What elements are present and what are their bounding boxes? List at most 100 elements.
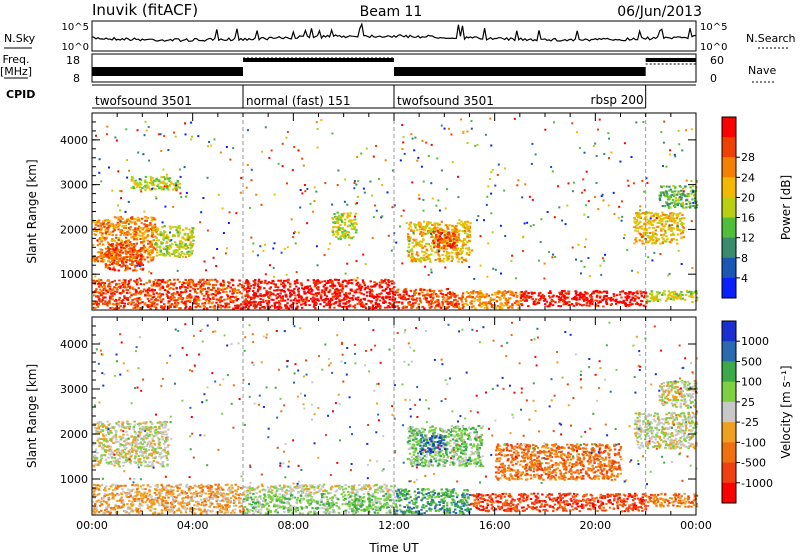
cpid-segments: twofsound 3501 normal (fast) 151 twofsound… bbox=[92, 85, 647, 109]
heat-cell bbox=[134, 491, 137, 494]
heat-cell bbox=[482, 293, 485, 296]
heat-cell bbox=[689, 205, 692, 208]
heat-cell bbox=[405, 306, 408, 308]
heat-cell bbox=[608, 157, 610, 160]
heat-cell bbox=[624, 305, 628, 307]
heat-cell bbox=[400, 214, 403, 217]
heat-cell bbox=[335, 236, 338, 239]
heat-cell bbox=[628, 291, 632, 294]
heat-cell bbox=[344, 218, 347, 221]
heat-cell bbox=[96, 221, 99, 224]
heat-cell bbox=[594, 303, 598, 306]
heat-cell bbox=[99, 251, 102, 254]
heat-cell bbox=[455, 236, 458, 239]
heat-cell bbox=[514, 293, 517, 296]
heat-cell bbox=[108, 219, 111, 222]
heat-cell bbox=[126, 266, 129, 269]
heat-cell bbox=[286, 302, 289, 305]
heat-cell bbox=[104, 230, 108, 233]
heat-cell bbox=[682, 187, 685, 190]
heat-cell bbox=[376, 297, 379, 300]
heat-cell bbox=[269, 286, 272, 289]
heat-cell bbox=[467, 246, 471, 249]
heat-cell bbox=[196, 295, 199, 298]
heat-cell bbox=[435, 235, 438, 238]
heat-cell bbox=[371, 290, 374, 293]
heat-cell bbox=[167, 188, 170, 191]
heat-cell bbox=[412, 257, 415, 260]
heat-cell bbox=[519, 299, 523, 302]
heat-cell bbox=[445, 294, 448, 296]
heat-cell bbox=[167, 302, 170, 305]
heat-cell bbox=[656, 226, 659, 228]
heat-cell bbox=[158, 282, 162, 285]
heat-cell bbox=[188, 279, 191, 282]
heat-cell bbox=[117, 225, 120, 228]
heat-cell bbox=[159, 288, 162, 291]
heat-cell bbox=[165, 245, 168, 248]
heat-cell bbox=[626, 179, 629, 182]
heat-cell bbox=[477, 293, 480, 296]
heat-cell bbox=[128, 169, 131, 172]
heat-cell bbox=[302, 288, 306, 291]
heat-cell bbox=[170, 282, 173, 285]
heat-cell bbox=[346, 212, 349, 215]
heat-cell bbox=[314, 280, 317, 283]
heat-cell bbox=[191, 135, 193, 138]
heat-cell bbox=[167, 178, 170, 180]
heat-cell bbox=[425, 141, 428, 144]
heat-cell bbox=[116, 263, 119, 266]
heat-cell bbox=[641, 234, 645, 237]
heat-cell bbox=[641, 236, 644, 238]
heat-cell bbox=[176, 269, 179, 272]
heat-cell bbox=[226, 306, 230, 309]
heat-cell bbox=[583, 298, 586, 301]
heat-cell bbox=[421, 306, 424, 309]
heat-cell bbox=[297, 296, 301, 299]
heat-cell bbox=[380, 281, 383, 284]
heat-cell bbox=[454, 247, 457, 250]
heat-cell bbox=[188, 307, 191, 310]
heat-cell bbox=[368, 295, 372, 297]
colorbar-cell bbox=[722, 117, 736, 138]
heat-cell bbox=[660, 229, 663, 232]
heat-cell bbox=[343, 223, 347, 226]
heat-cell bbox=[334, 292, 337, 295]
heat-cell bbox=[120, 239, 124, 242]
heat-cell bbox=[340, 219, 343, 222]
heat-cell bbox=[422, 226, 426, 229]
heat-cell bbox=[114, 224, 117, 227]
heat-cell bbox=[340, 215, 344, 218]
heat-cell bbox=[237, 289, 240, 292]
heat-cell bbox=[434, 301, 437, 304]
heat-cell bbox=[114, 247, 118, 250]
heat-cell bbox=[152, 228, 155, 231]
heat-cell bbox=[124, 210, 127, 213]
heat-cell bbox=[234, 304, 237, 307]
heat-cell bbox=[326, 286, 329, 289]
heat-cell bbox=[111, 263, 114, 266]
heat-cell bbox=[548, 251, 550, 253]
heat-cell bbox=[587, 200, 590, 203]
heat-cell bbox=[676, 204, 680, 206]
heat-cell bbox=[138, 265, 141, 267]
heat-cell bbox=[147, 246, 150, 249]
heat-cell bbox=[184, 288, 187, 291]
heat-cell bbox=[236, 307, 239, 309]
heat-cell bbox=[364, 305, 367, 308]
heat-cell bbox=[409, 289, 413, 292]
heat-cell bbox=[133, 304, 136, 307]
heat-cell bbox=[666, 198, 670, 201]
heat-cell bbox=[119, 285, 122, 288]
heat-cell bbox=[250, 168, 253, 171]
heat-cell bbox=[511, 303, 514, 306]
heat-cell bbox=[120, 241, 123, 244]
heat-cell bbox=[113, 268, 116, 271]
heat-cell bbox=[139, 254, 142, 257]
heat-cell bbox=[455, 251, 459, 254]
heat-cell bbox=[444, 300, 447, 303]
heat-cell bbox=[118, 292, 122, 295]
heat-cell bbox=[499, 302, 502, 305]
heat-cell bbox=[250, 298, 253, 300]
heat-cell bbox=[461, 240, 465, 243]
